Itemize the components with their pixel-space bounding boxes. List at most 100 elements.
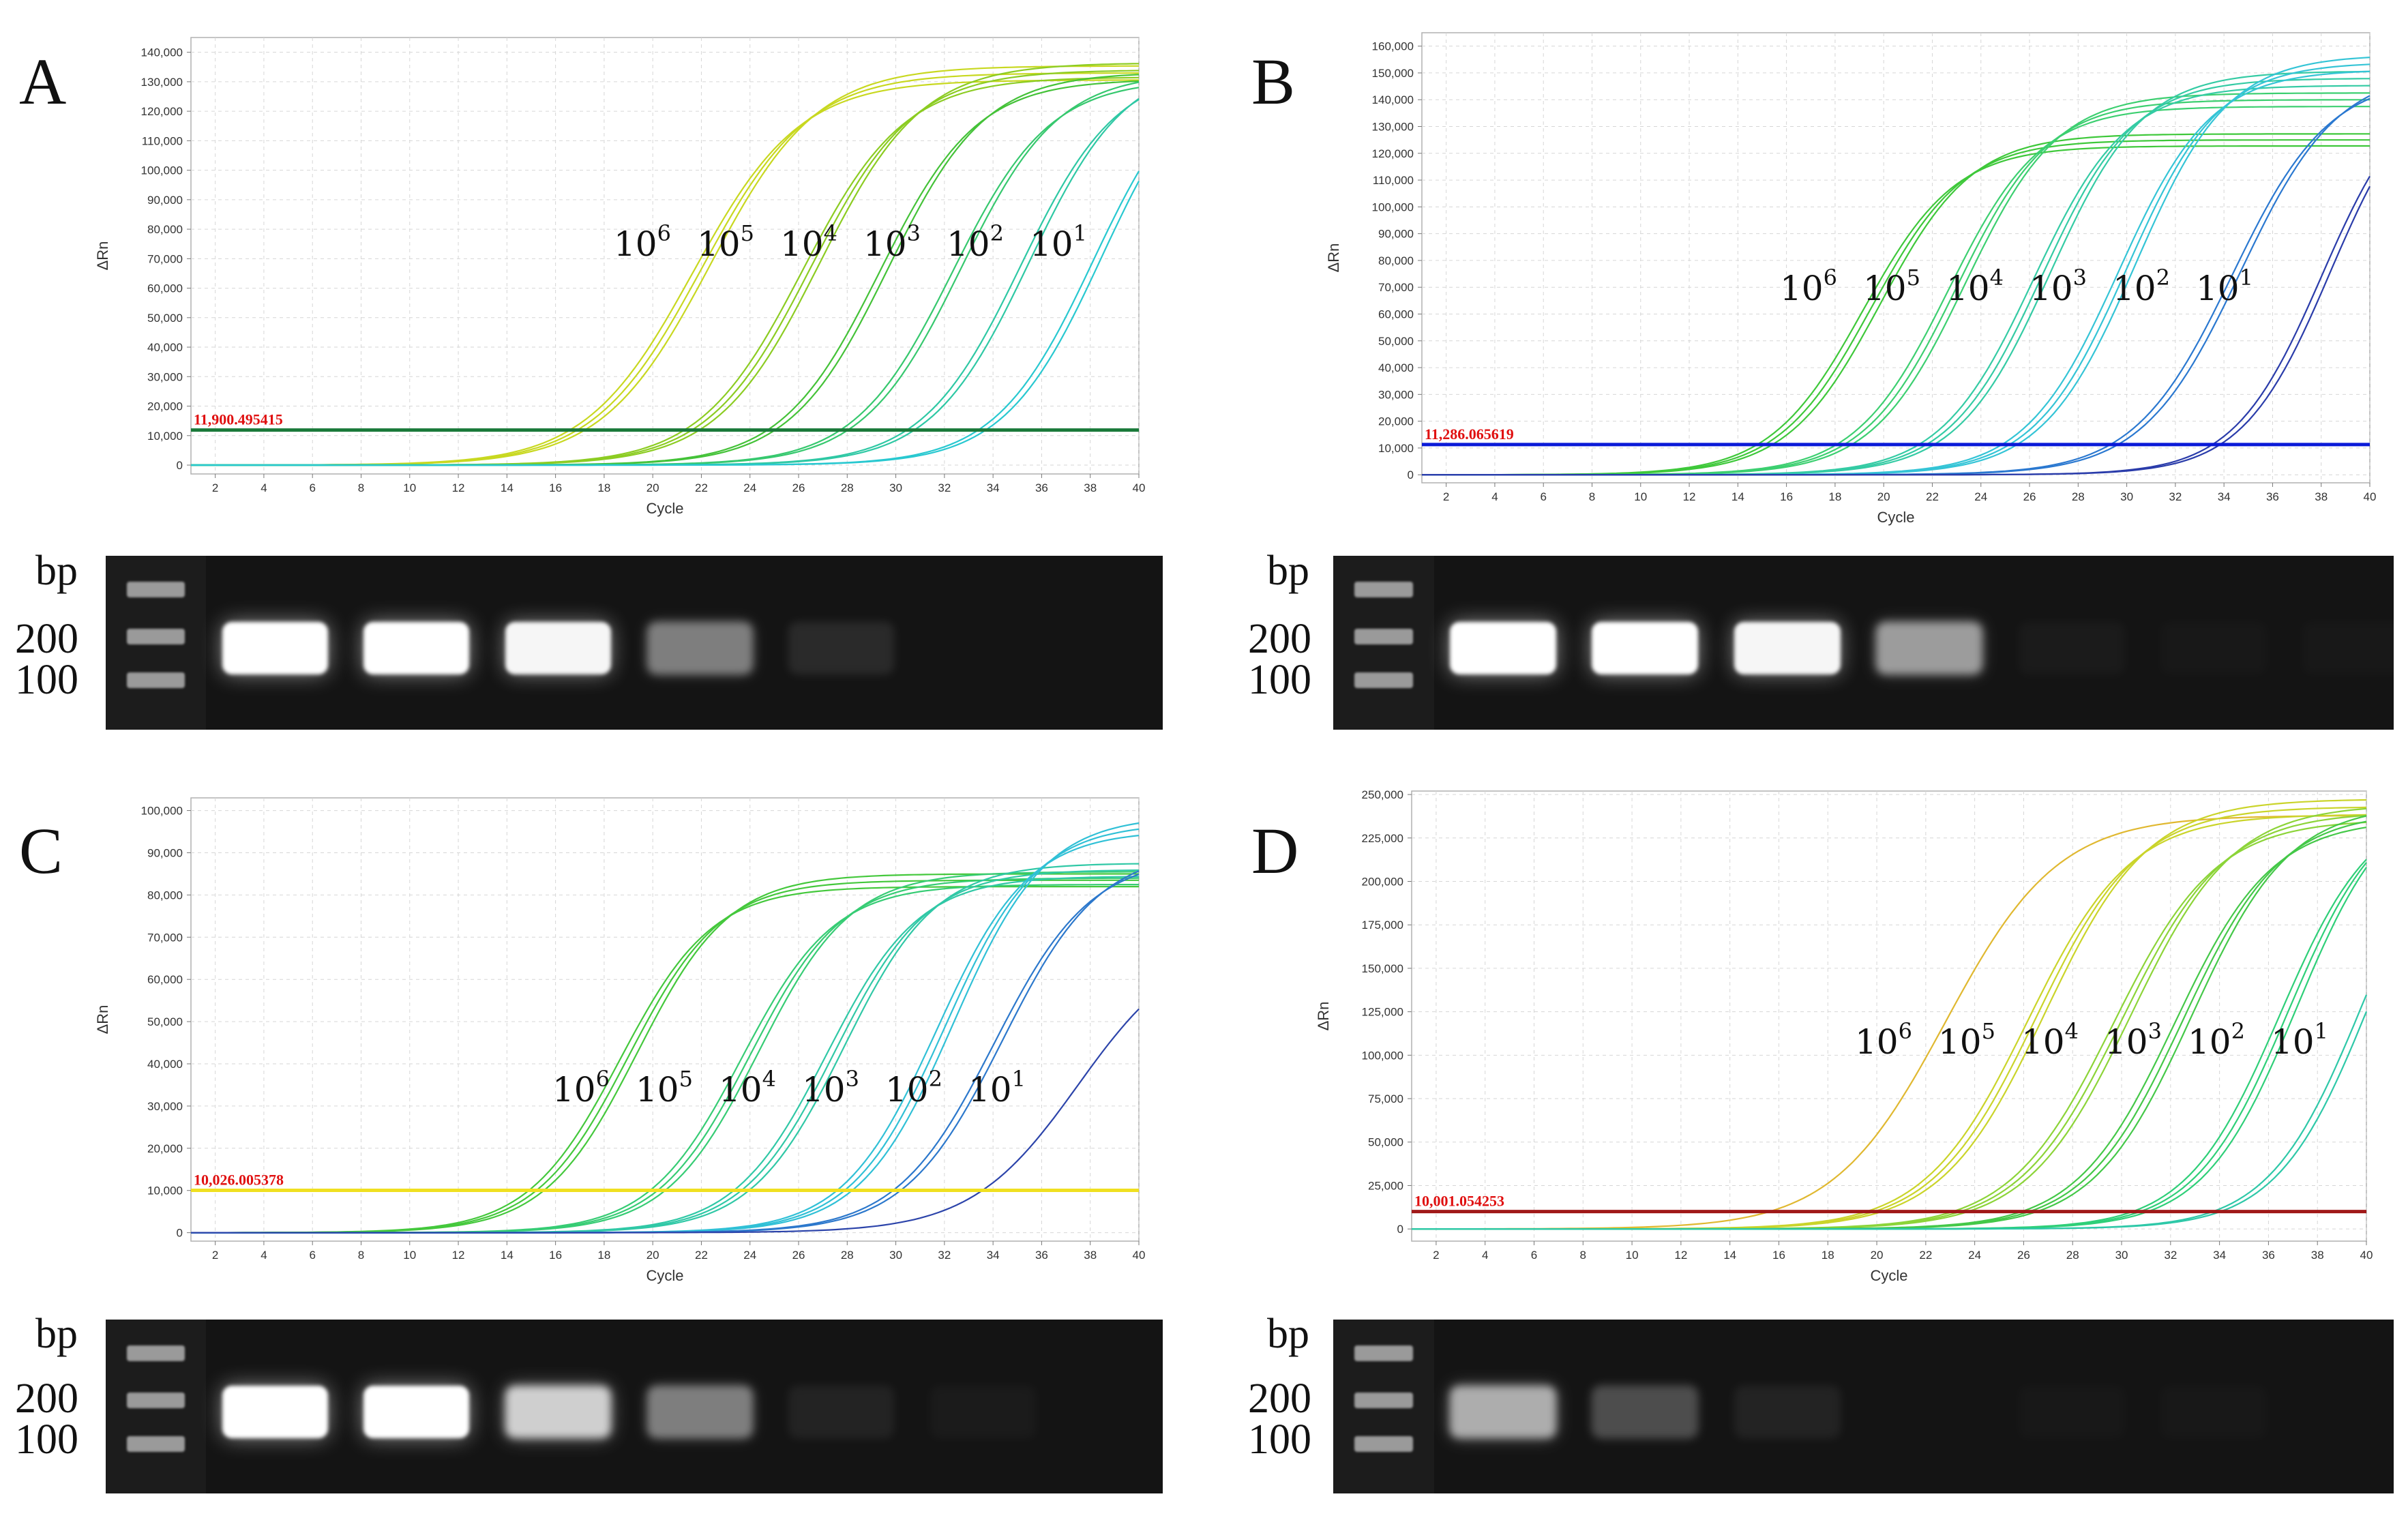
- x-tick-label: 4: [1491, 490, 1498, 503]
- x-tick-label: 20: [1871, 1249, 1884, 1262]
- x-tick-label: 38: [1084, 481, 1097, 494]
- concentration-exponent: 3: [2148, 1018, 2162, 1044]
- concentration-exponent: 2: [990, 220, 1004, 246]
- gel-100-label-d: 100: [1248, 1416, 1311, 1463]
- concentration-exponent: 6: [596, 1066, 610, 1092]
- y-tick-label: 75,000: [1368, 1092, 1403, 1105]
- ladder-band: [1354, 629, 1413, 644]
- concentration-exponent: 6: [1824, 265, 1837, 291]
- concentration-label: 106: [1780, 265, 1837, 308]
- y-axis-title: ΔRn: [94, 1005, 111, 1035]
- y-tick-label: 100,000: [1372, 200, 1414, 213]
- plot-frame: [190, 37, 1140, 475]
- concentration-exponent: 5: [1982, 1018, 1995, 1044]
- x-tick-label: 12: [1674, 1249, 1687, 1262]
- y-tick-label: 50,000: [147, 1015, 183, 1028]
- y-tick-label: 20,000: [147, 400, 183, 413]
- gel-200-label-a: 200: [15, 616, 78, 662]
- concentration-label: 101: [968, 1066, 1026, 1110]
- gel-bp-label-d: bp: [1267, 1311, 1309, 1357]
- y-tick-label: 225,000: [1362, 832, 1403, 845]
- y-tick-label: 30,000: [147, 1100, 183, 1113]
- x-tick-label: 2: [212, 481, 218, 494]
- concentration-exponent: 5: [1907, 265, 1920, 291]
- y-tick-label: 50,000: [1368, 1136, 1403, 1149]
- y-tick-label: 80,000: [1378, 254, 1414, 267]
- x-tick-label: 20: [646, 481, 659, 494]
- x-tick-label: 30: [889, 1249, 902, 1262]
- x-tick-label: 28: [841, 481, 854, 494]
- y-tick-label: 25,000: [1368, 1179, 1403, 1192]
- qpcr-chart-a: 2 4 6 8 10 12 14 16 18 20 22 24 26 28 30 32 34 36 38 40010,…: [94, 37, 1145, 517]
- concentration-exponent: 6: [1899, 1018, 1912, 1044]
- gel-200-label-b: 200: [1248, 616, 1311, 662]
- gel-bp-label-a: bp: [35, 548, 78, 594]
- x-tick-label: 22: [1926, 490, 1939, 503]
- x-tick-label: 20: [1877, 490, 1890, 503]
- sample-band: [222, 622, 328, 674]
- ladder-band: [1354, 1436, 1413, 1452]
- x-tick-label: 12: [1683, 490, 1696, 503]
- concentration-exponent: 1: [2240, 265, 2253, 291]
- concentration-exponent: 3: [907, 220, 921, 246]
- concentration-exponent: 1: [1073, 220, 1087, 246]
- x-tick-label: 18: [597, 481, 610, 494]
- sample-band: [647, 1386, 753, 1438]
- gel-bp-label-b: bp: [1267, 548, 1309, 594]
- x-tick-label: 18: [1828, 490, 1841, 503]
- y-tick-label: 120,000: [141, 105, 183, 118]
- x-tick-label: 40: [2360, 1249, 2373, 1262]
- x-tick-label: 10: [403, 1249, 416, 1262]
- x-tick-label: 16: [1780, 490, 1793, 503]
- gel-100-label-c: 100: [15, 1416, 78, 1463]
- sample-band: [505, 1386, 611, 1438]
- sample-band: [1592, 622, 1698, 674]
- x-tick-label: 28: [2072, 490, 2085, 503]
- sample-band: [647, 622, 753, 674]
- x-tick-label: 30: [889, 481, 902, 494]
- x-tick-label: 26: [792, 1249, 805, 1262]
- x-tick-label: 10: [1626, 1249, 1639, 1262]
- x-tick-label: 36: [1035, 1249, 1048, 1262]
- x-tick-label: 2: [1433, 1249, 1439, 1262]
- y-tick-label: 10,000: [1378, 442, 1414, 455]
- x-tick-label: 4: [1482, 1249, 1488, 1262]
- concentration-exponent: 2: [2156, 265, 2170, 291]
- x-tick-label: 8: [358, 1249, 364, 1262]
- x-tick-label: 32: [2164, 1249, 2177, 1262]
- y-tick-label: 30,000: [147, 370, 183, 383]
- y-tick-label: 0: [177, 1227, 183, 1240]
- gel-image-c: [106, 1320, 1163, 1493]
- x-tick-label: 26: [792, 481, 805, 494]
- y-tick-label: 130,000: [141, 76, 183, 89]
- sample-band: [930, 1386, 1036, 1438]
- x-tick-label: 22: [1919, 1249, 1932, 1262]
- y-tick-label: 110,000: [1373, 174, 1414, 187]
- panel-letter-b: B: [1251, 45, 1296, 118]
- x-tick-label: 34: [2213, 1249, 2226, 1262]
- x-axis-title: Cycle: [1870, 1267, 1907, 1284]
- x-tick-label: 14: [1731, 490, 1744, 503]
- y-tick-label: 20,000: [1378, 415, 1414, 428]
- sample-band: [788, 1386, 894, 1438]
- x-tick-label: 36: [2266, 490, 2279, 503]
- y-tick-label: 10,000: [147, 1185, 183, 1197]
- x-tick-label: 4: [261, 481, 267, 494]
- y-tick-label: 10,000: [147, 430, 183, 443]
- sample-band: [2019, 622, 2125, 674]
- y-tick-label: 200,000: [1362, 876, 1403, 889]
- concentration-label: 102: [947, 220, 1004, 264]
- gel-bp-label-c: bp: [35, 1311, 78, 1357]
- x-tick-label: 8: [358, 481, 364, 494]
- x-tick-label: 12: [452, 481, 465, 494]
- concentration-exponent: 2: [2231, 1018, 2245, 1044]
- y-tick-label: 140,000: [141, 46, 183, 59]
- x-tick-label: 34: [987, 481, 1000, 494]
- concentration-label: 101: [2196, 265, 2253, 308]
- threshold-label: 11,900.495415: [194, 411, 283, 428]
- gel-200-label-d: 200: [1248, 1375, 1311, 1422]
- panel-letter-a: A: [19, 45, 67, 118]
- x-tick-label: 32: [2169, 490, 2182, 503]
- x-tick-label: 8: [1580, 1249, 1586, 1262]
- gel-image-d: [1333, 1320, 2394, 1493]
